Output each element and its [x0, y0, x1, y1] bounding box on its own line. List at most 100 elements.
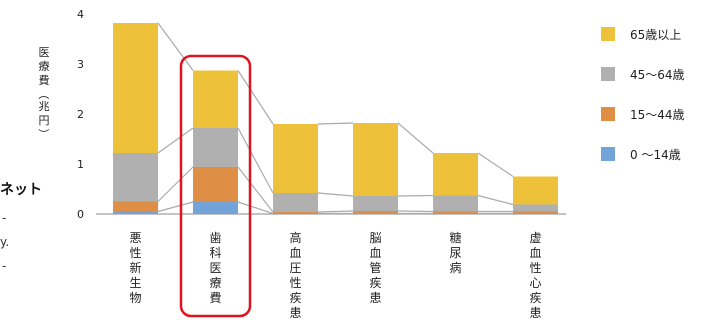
connector-line: [397, 210, 434, 213]
connector-line: [237, 201, 274, 215]
x-category-char: 脳: [369, 231, 381, 245]
x-category-char: 歯: [209, 231, 221, 245]
legend-swatch: [601, 27, 615, 41]
y-axis-label-char: 円: [39, 114, 50, 127]
x-category-char: 医: [209, 261, 221, 275]
y-axis-label-char: （: [37, 89, 50, 100]
connector-line: [157, 166, 194, 202]
x-category-char: 血: [289, 246, 301, 260]
connector-line: [237, 127, 274, 194]
x-category-char: 患: [369, 291, 381, 305]
connector-line: [477, 194, 514, 206]
side-text-net: ネット: [0, 182, 42, 198]
connector-line: [317, 192, 354, 197]
connector-line: [157, 127, 194, 154]
x-category-char: 糖: [449, 230, 461, 245]
connector-line: [157, 22, 194, 71]
bar-segment: [513, 211, 558, 214]
legend-swatch: [601, 107, 615, 121]
side-mark-2: y.: [0, 235, 9, 249]
y-axis-label-char: 費: [39, 73, 50, 87]
x-category-label: 糖尿病: [449, 230, 461, 275]
legend-label: 15〜44歳: [630, 108, 685, 122]
bar-segment: [433, 211, 478, 214]
x-category-char: 患: [529, 306, 541, 320]
side-mark-3: -: [2, 259, 6, 273]
x-category-char: 尿: [449, 246, 461, 260]
bar-segment: [193, 167, 238, 202]
bar-segment: [353, 211, 398, 214]
x-category-char: 新: [129, 260, 141, 275]
side-text-fragments: ネット - y. -: [0, 182, 42, 273]
bar-segment: [433, 213, 478, 214]
connector-line: [397, 122, 434, 154]
bar-segment: [433, 195, 478, 212]
bar-segment: [113, 201, 158, 212]
y-tick-label: 0: [77, 208, 84, 221]
legend-label: 45〜64歳: [630, 68, 685, 82]
x-category-char: 虚: [529, 231, 541, 245]
x-category-char: 生: [129, 276, 141, 290]
legend-label: 65歳以上: [630, 28, 681, 42]
connector-line: [397, 194, 434, 197]
x-category-char: 性: [529, 261, 541, 275]
connector-line: [317, 210, 354, 213]
legend-label: 0 〜14歳: [630, 148, 681, 162]
bars: [113, 23, 558, 214]
y-tick-label: 2: [77, 108, 84, 121]
legend-swatch: [601, 67, 615, 81]
y-tick-label: 3: [77, 58, 84, 71]
y-axis-label: 医療費 （兆円 ）: [37, 46, 50, 140]
x-category-char: 物: [129, 291, 141, 305]
bar-segment: [113, 23, 158, 153]
legend-item: 15〜44歳: [601, 107, 685, 122]
side-mark-1: -: [2, 211, 6, 225]
bar-segment: [113, 211, 158, 214]
x-category-char: 管: [369, 260, 381, 275]
x-category-char: 疾: [369, 275, 381, 290]
bar-segment: [193, 128, 238, 167]
bar-segment: [513, 213, 558, 214]
bar-segment: [433, 153, 478, 196]
legend-item: 65歳以上: [601, 27, 681, 42]
bar-segment: [273, 213, 318, 214]
y-axis-label-char: ）: [37, 129, 50, 140]
y-axis-label-char: 兆: [39, 100, 50, 113]
bar-segment: [513, 176, 558, 205]
bar-segment: [513, 204, 558, 212]
x-category-char: 疾: [289, 290, 301, 305]
legend-item: 0 〜14歳: [601, 147, 681, 162]
bar-segment: [353, 123, 398, 196]
connector-line: [317, 122, 354, 125]
y-tick-label: 4: [77, 8, 84, 21]
bar-segment: [113, 153, 158, 202]
x-category-char: 科: [209, 246, 221, 260]
connector-line: [237, 70, 274, 125]
y-tick-label: 1: [77, 158, 84, 171]
bar-segment: [273, 212, 318, 214]
x-category-char: 血: [529, 246, 541, 260]
x-category-char: 病: [449, 260, 461, 275]
bar-segment: [193, 202, 238, 214]
bar-segment: [353, 196, 398, 211]
bar-segment: [273, 124, 318, 193]
x-category-char: 高: [289, 230, 301, 245]
bar-segment: [193, 70, 238, 128]
connector-lines: [157, 22, 514, 215]
x-category-char: 疾: [529, 290, 541, 305]
bar-segment: [353, 213, 398, 214]
x-category-char: 性: [129, 246, 141, 260]
bar-segment: [273, 193, 318, 212]
legend: 65歳以上 45〜64歳 15〜44歳 0 〜14歳: [601, 27, 685, 162]
x-category-char: 血: [369, 246, 381, 260]
x-category-char: 圧: [289, 261, 301, 275]
x-category-char: 性: [289, 276, 301, 290]
y-axis-label-char: 療: [39, 59, 50, 73]
x-category-char: 費: [209, 290, 221, 305]
